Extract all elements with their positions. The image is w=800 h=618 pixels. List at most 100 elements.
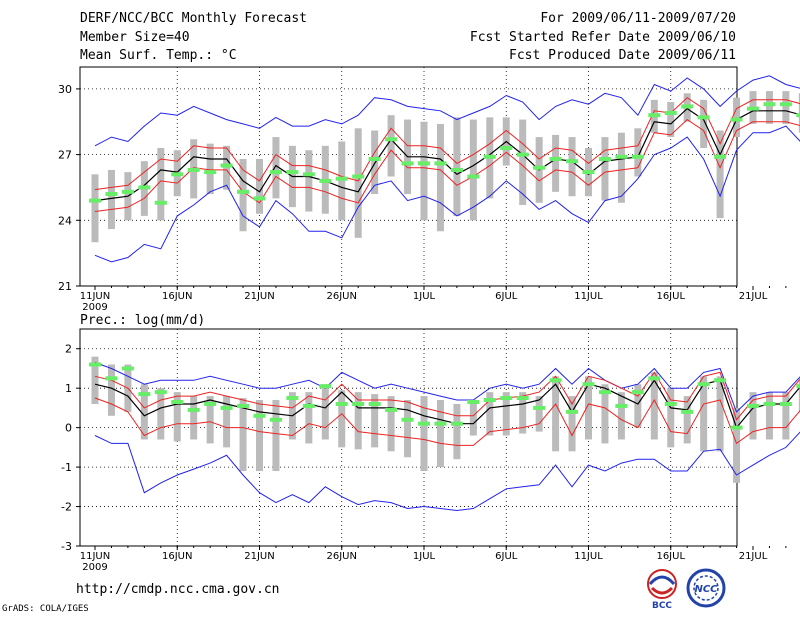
range-bar: [585, 376, 592, 440]
range-bar: [765, 91, 773, 124]
range-bar: [650, 372, 658, 440]
ensemble-mean-marker: [516, 396, 529, 401]
x-tick-label: 21JUL: [739, 551, 768, 562]
range-bar: [700, 99, 708, 149]
ensemble-mean-marker: [714, 378, 727, 383]
range-bar: [354, 128, 362, 238]
x-tick-label: 11JUN: [80, 551, 110, 562]
range-bar: [420, 121, 428, 221]
y-tick-label: 0: [65, 422, 72, 435]
ensemble-mean-marker: [286, 396, 299, 401]
range-bar: [173, 392, 181, 442]
ncc-logo: NCC: [686, 568, 726, 610]
range-bar: [453, 403, 461, 460]
range-bar: [91, 174, 99, 243]
produced-date: Fcst Produced Date 2009/06/11: [509, 48, 736, 63]
range-bar: [256, 158, 263, 214]
ensemble-mean-marker: [664, 110, 677, 115]
range-bar: [190, 396, 198, 440]
y-tick-label: 21: [58, 280, 72, 293]
ensemble-mean-marker: [89, 198, 101, 203]
range-bar: [601, 384, 609, 444]
series-line-upper-inner: [94, 97, 800, 191]
range-bar: [354, 392, 362, 450]
ensemble-mean-marker: [121, 366, 134, 371]
series-line-lower-outer: [94, 431, 800, 512]
series-line-upper-inner: [94, 371, 800, 421]
range-bar: [305, 150, 313, 212]
range-bar: [568, 137, 576, 197]
range-bar: [601, 137, 609, 201]
x-tick-label: 21JUN: [244, 551, 274, 562]
range-bar: [634, 128, 642, 177]
ensemble-mean-marker: [286, 170, 299, 175]
range-bar: [782, 91, 790, 124]
range-bar: [371, 394, 379, 448]
range-bar: [436, 123, 444, 232]
ensemble-mean-marker: [730, 117, 743, 122]
x-tick-label: 11JUL: [574, 291, 603, 302]
ensemble-mean-marker: [220, 405, 233, 410]
footer-url[interactable]: http://cmdp.ncc.cma.gov.cn: [76, 582, 280, 597]
ensemble-mean-marker: [598, 390, 611, 395]
ensemble-mean-marker: [615, 154, 628, 159]
series-line-lower-outer: [94, 125, 800, 263]
ensemble-mean-marker: [779, 401, 792, 406]
series-line-mean: [94, 379, 800, 429]
ensemble-mean-marker: [533, 165, 546, 170]
ensemble-mean-marker: [533, 405, 546, 410]
ensemble-mean-marker: [681, 409, 694, 414]
ensemble-mean-marker: [796, 113, 800, 118]
x-tick-label: 6JUL: [495, 551, 518, 562]
range-bar: [552, 134, 560, 192]
ensemble-mean-marker: [302, 172, 315, 177]
range-bar: [502, 392, 510, 436]
ensemble-mean-marker: [467, 399, 480, 404]
x-year-label: 2009: [82, 302, 107, 313]
ensemble-mean-marker: [154, 200, 167, 205]
x-tick-label: 16JUN: [162, 291, 192, 302]
range-bar: [256, 400, 263, 472]
ensemble-mean-marker: [566, 159, 579, 164]
range-bar: [486, 392, 494, 436]
ensemble-mean-marker: [138, 392, 151, 397]
bcc-logo: BCC: [642, 568, 682, 611]
footer-credit: GrADS: COLA/IGES: [2, 604, 89, 614]
ensemble-mean-marker: [138, 185, 151, 190]
range-bar: [519, 392, 527, 434]
ensemble-mean-marker: [549, 378, 562, 383]
y-tick-label: -3: [61, 540, 72, 553]
panel-2: -3 -2 -1 0 1 2 11JUN 16JUN 21JUN 26JUN 1JUL 6JUL 11J…: [61, 328, 800, 573]
range-bar: [798, 93, 800, 133]
ensemble-mean-marker: [121, 189, 134, 194]
ensemble-mean-marker: [631, 154, 644, 159]
ensemble-mean-marker: [368, 156, 381, 161]
ensemble-mean-marker: [352, 174, 365, 179]
ensemble-mean-marker: [664, 401, 677, 406]
ensemble-mean-marker: [401, 161, 414, 166]
range-bar: [469, 119, 477, 221]
chart-title: DERF/NCC/BCC Monthly Forecast: [80, 11, 307, 26]
ensemble-mean-marker: [434, 161, 447, 166]
ensemble-mean-marker: [335, 176, 348, 181]
range-bar: [617, 392, 625, 440]
ensemble-mean-marker: [549, 156, 562, 161]
ensemble-mean-marker: [500, 146, 513, 151]
range-bar: [107, 364, 115, 416]
range-bar: [239, 398, 247, 472]
ensemble-mean-marker: [516, 152, 529, 157]
range-bar: [765, 392, 773, 440]
ensemble-mean-marker: [401, 417, 414, 422]
ensemble-mean-marker: [302, 403, 315, 408]
x-tick-label: 1JUL: [413, 551, 436, 562]
range-bar: [716, 130, 724, 219]
ensemble-mean-marker: [714, 154, 727, 159]
ensemble-mean-marker: [434, 421, 447, 426]
range-bar: [387, 396, 395, 452]
ensemble-mean-marker: [467, 174, 480, 179]
ensemble-mean-marker: [269, 170, 282, 175]
x-year-label: 2009: [82, 562, 107, 573]
ensemble-mean-marker: [747, 106, 759, 111]
ensemble-mean-marker: [779, 102, 792, 107]
